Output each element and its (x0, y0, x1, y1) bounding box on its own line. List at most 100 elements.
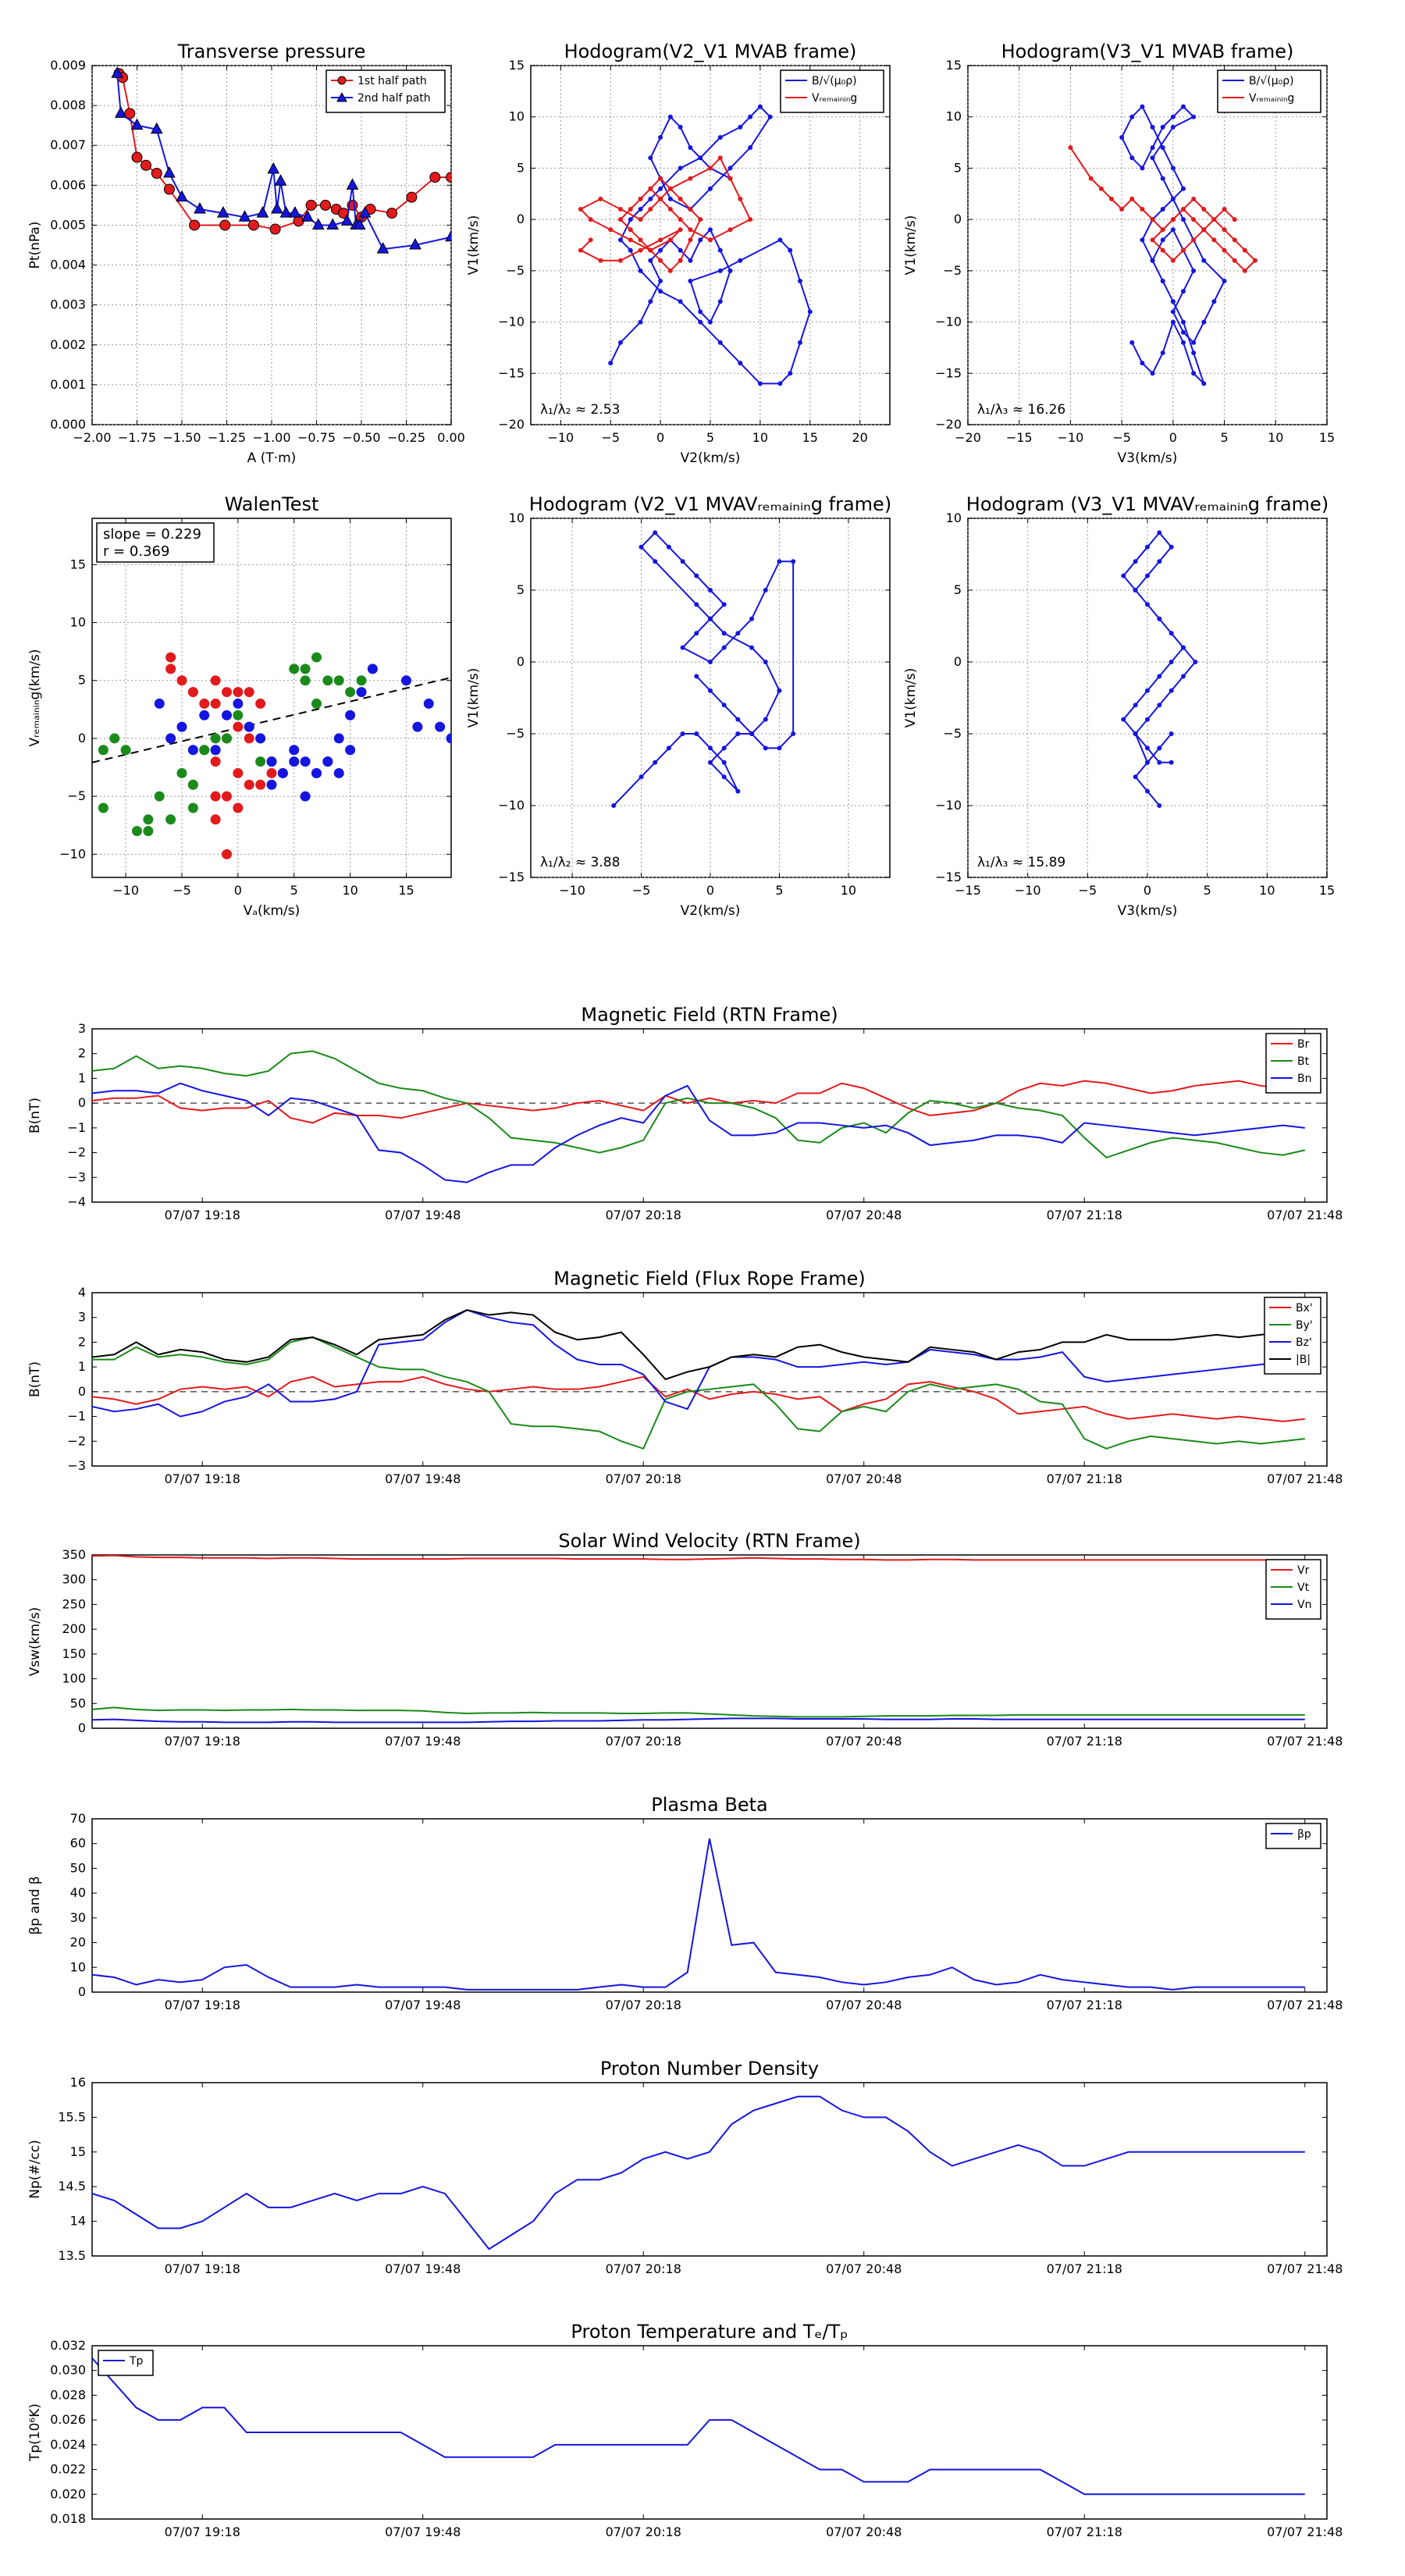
series-named (92, 1717, 1305, 1724)
series-line (92, 1375, 1305, 1422)
y-tick-label: −5 (506, 263, 525, 278)
data-point (233, 710, 244, 720)
data-point (1242, 247, 1247, 253)
x-tick-label: 10 (1268, 430, 1283, 445)
data-point (333, 675, 344, 686)
series-named (92, 1309, 1305, 1418)
data-point (1133, 703, 1138, 708)
data-point (1170, 217, 1176, 222)
data-point (618, 207, 623, 212)
legend-label: 1st half path (357, 75, 427, 87)
series-line (92, 1336, 1305, 1450)
chart-title: Proton Number Density (600, 2058, 819, 2080)
data-point (1119, 135, 1125, 140)
data-point (289, 206, 301, 218)
data-point (1145, 688, 1150, 693)
data-point (187, 745, 198, 756)
data-point (1232, 217, 1237, 222)
data-point (333, 733, 344, 744)
y-tick-label: 0.018 (50, 2511, 86, 2526)
series-named (578, 155, 753, 273)
x-tick-label: 0 (234, 883, 242, 898)
data-point (412, 721, 423, 732)
data-point (1191, 196, 1197, 201)
data-point (1170, 309, 1176, 315)
x-tick-label: 0.00 (437, 430, 465, 445)
data-point (717, 268, 723, 273)
data-point (1181, 289, 1186, 294)
x-tick-label: 5 (775, 883, 783, 898)
data-point (798, 340, 802, 345)
data-point (1232, 258, 1237, 263)
data-point (1222, 207, 1227, 212)
plot-area (611, 530, 796, 808)
y-tick-label: 0.006 (50, 177, 86, 192)
legend-frame (325, 69, 446, 113)
data-point (717, 247, 723, 253)
data-point (1201, 381, 1207, 386)
y-tick-label: 0 (954, 212, 962, 226)
legend-frame (1265, 1033, 1321, 1094)
data-point (1140, 104, 1145, 109)
data-point (311, 218, 325, 229)
data-point (763, 660, 768, 664)
y-tick-label: −1 (67, 1120, 86, 1135)
y-tick-label: 0 (78, 1384, 86, 1399)
data-point (757, 381, 763, 386)
data-point (98, 802, 108, 813)
data-point (345, 745, 356, 756)
data-point (678, 217, 683, 222)
data-point (680, 645, 685, 650)
y-axis-label: V1(km/s) (903, 215, 919, 276)
data-point (1201, 207, 1207, 212)
y-tick-label: 5 (954, 160, 962, 175)
data-point (658, 289, 663, 294)
x-tick-label: 07/07 19:48 (385, 2524, 461, 2539)
y-tick-label: 0.005 (50, 217, 86, 232)
chart-title: Proton Temperature and Tₑ/Tₚ (571, 2321, 848, 2343)
data-point (735, 717, 741, 722)
series-line (92, 1050, 1305, 1159)
x-axis-label: V3(km/s) (1118, 903, 1178, 919)
axes-frame (967, 65, 1328, 425)
legend-label: B/√(μ₀ρ) (1249, 75, 1294, 87)
series-line (1121, 105, 1225, 385)
data-point (124, 108, 136, 119)
data-point (698, 155, 703, 161)
data-point (698, 319, 703, 325)
chart-hodo_v2v1_mvav: Hodogram (V2_V1 MVAVᵣₑₘₐᵢₙᵢₙg frame) −10 −… (466, 493, 891, 919)
series-named (92, 1555, 1305, 1561)
annotation-text: slope = 0.229 (103, 526, 201, 543)
y-tick-label: 0.009 (50, 58, 86, 73)
y-tick-label: 20 (70, 1935, 86, 1950)
data-point (708, 319, 713, 325)
data-point (688, 279, 693, 283)
data-point (222, 791, 232, 802)
data-point (678, 247, 683, 253)
data-point (132, 826, 142, 837)
data-point (217, 206, 229, 218)
x-tick-label: 15 (802, 430, 818, 445)
x-tick-label: 07/07 19:48 (385, 1998, 461, 2012)
data-point (658, 186, 663, 191)
data-point (708, 165, 713, 171)
data-point (698, 237, 703, 243)
data-point (300, 664, 311, 674)
annotation-text: λ₁/λ₃ ≈ 15.89 (977, 855, 1065, 870)
data-point (807, 309, 813, 315)
data-point (708, 186, 713, 191)
y-tick-label: 0.000 (50, 417, 86, 432)
chart-title: Magnetic Field (RTN Frame) (581, 1004, 838, 1026)
data-point (1160, 124, 1165, 130)
data-point (244, 721, 254, 732)
axes-frame (91, 1292, 1328, 1467)
y-tick-label: 0 (78, 1095, 86, 1110)
x-tick-label: 07/07 19:48 (385, 2261, 461, 2276)
data-point (658, 135, 663, 140)
y-tick-label: 2 (78, 1334, 86, 1349)
data-point (150, 122, 163, 134)
data-point (1098, 186, 1104, 191)
data-point (648, 196, 653, 201)
data-point (791, 731, 796, 736)
data-point (628, 237, 633, 243)
